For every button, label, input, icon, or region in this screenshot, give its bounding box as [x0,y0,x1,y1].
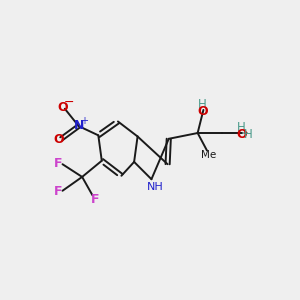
Text: Me: Me [201,150,216,161]
Text: O: O [236,128,247,141]
Text: O: O [57,101,68,114]
Text: +: + [80,116,88,126]
Text: H: H [198,98,207,111]
Text: N: N [74,119,84,132]
Text: −: − [64,96,75,109]
Text: NH: NH [147,182,164,192]
Text: F: F [54,185,63,198]
Text: F: F [91,193,99,206]
Text: F: F [54,157,63,169]
Text: H: H [237,122,246,134]
Text: H: H [244,128,253,141]
Text: O: O [53,134,64,146]
Text: O: O [197,105,208,118]
